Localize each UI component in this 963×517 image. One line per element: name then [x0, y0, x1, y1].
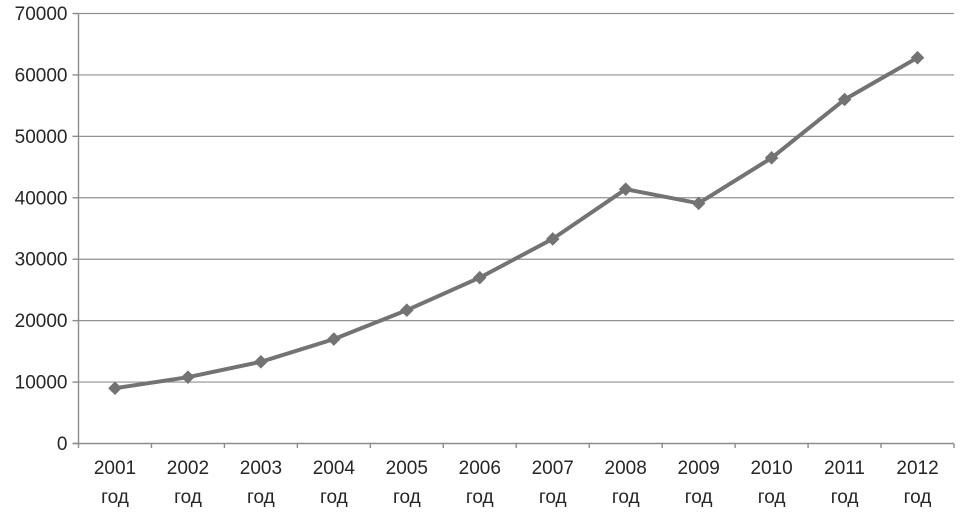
x-axis-label-unit: год	[831, 487, 859, 508]
y-axis-label: 30000	[15, 250, 68, 271]
x-axis-label-year: 2010	[750, 458, 792, 479]
y-axis-label: 40000	[15, 188, 68, 209]
x-axis-label-unit: год	[904, 487, 932, 508]
x-axis-label-year: 2002	[167, 458, 209, 479]
data-point-marker	[691, 196, 706, 211]
y-axis-label: 60000	[15, 65, 68, 86]
data-point-marker	[764, 151, 779, 165]
x-axis-label-unit: год	[466, 487, 494, 508]
x-axis-label-unit: год	[174, 487, 202, 508]
x-axis-label-year: 2009	[678, 458, 720, 479]
x-axis-label-year: 2012	[896, 458, 938, 479]
y-axis-label: 20000	[15, 311, 68, 332]
x-axis-label-year: 2008	[605, 458, 647, 479]
x-axis-label-year: 2003	[240, 458, 282, 479]
data-point-marker	[545, 232, 560, 246]
y-axis-label: 70000	[15, 4, 68, 25]
x-axis-label-year: 2004	[313, 458, 356, 479]
x-axis-label-unit: год	[612, 487, 640, 508]
data-point-marker	[181, 370, 195, 384]
data-point-marker	[400, 303, 414, 317]
data-point-marker	[910, 50, 925, 65]
data-point-marker	[327, 332, 341, 346]
x-axis-label-year: 2007	[532, 458, 574, 479]
data-point-marker	[618, 182, 633, 196]
y-axis-label: 10000	[15, 373, 68, 394]
x-axis-label-unit: год	[685, 487, 713, 508]
x-axis-label-unit: год	[539, 487, 567, 508]
x-axis-label-year: 2006	[459, 458, 501, 479]
y-axis-label: 0	[57, 434, 68, 455]
data-point-marker	[837, 92, 852, 107]
data-point-marker	[254, 355, 268, 369]
x-axis-label-unit: год	[101, 487, 129, 508]
x-axis-label-unit: год	[393, 487, 421, 508]
x-axis-label-year: 2005	[386, 458, 428, 479]
x-axis-label-year: 2001	[94, 458, 136, 479]
data-point-marker	[108, 381, 122, 396]
x-axis-label-year: 2011	[824, 458, 865, 479]
x-axis-label-unit: год	[247, 487, 275, 508]
x-axis-label-unit: год	[758, 487, 786, 508]
y-axis-label: 50000	[15, 127, 68, 148]
x-axis-label-unit: год	[320, 487, 348, 508]
series-line	[113, 55, 920, 391]
data-point-marker	[472, 270, 487, 285]
